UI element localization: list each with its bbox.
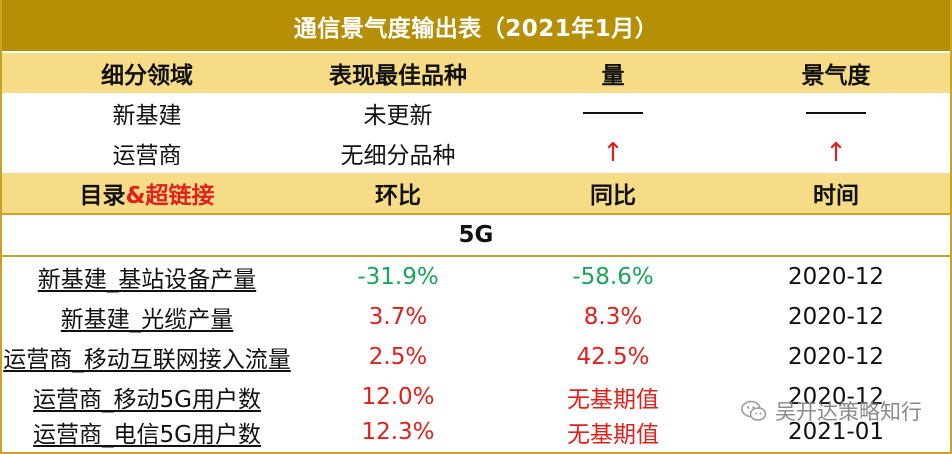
- section-row: 5G: [2, 215, 950, 255]
- wechat-icon: [741, 400, 767, 421]
- header-directory-label: 目录: [79, 183, 126, 209]
- table-row[interactable]: 运营商_移动互联网接入流量 2.5% 42.5% 2020-12: [2, 337, 950, 377]
- row-link[interactable]: 运营商_移动互联网接入流量: [3, 347, 291, 373]
- row-link[interactable]: 运营商_移动5G用户数: [33, 387, 261, 413]
- divider: [2, 452, 950, 454]
- row-time: 2021-01: [787, 419, 885, 445]
- summary-header-row: 细分领域 表现最佳品种 量 景气度: [2, 53, 950, 93]
- header-yoy: 同比: [590, 183, 636, 209]
- header-best-variety: 表现最佳品种: [329, 63, 467, 89]
- watermark-text: 吴开达策略知行: [775, 400, 922, 424]
- divider: [2, 255, 950, 257]
- summary-row: 运营商 无细分品种 ↑ ↑: [2, 133, 950, 173]
- watermark: 吴开达策略知行: [741, 396, 922, 426]
- detail-header-row: 目录 &超链接 环比 同比 时间: [2, 173, 950, 213]
- row-mom: 2.5%: [368, 344, 428, 370]
- row-mom: -31.9%: [357, 264, 439, 290]
- divider: [2, 213, 950, 215]
- row-yoy: 8.3%: [583, 304, 643, 330]
- row-link[interactable]: 运营商_电信5G用户数: [33, 422, 261, 448]
- table-row[interactable]: 运营商_电信5G用户数 12.3% 无基期值 2021-01: [2, 412, 950, 452]
- row-yoy: 无基期值: [567, 422, 659, 448]
- up-arrow-icon: ↑: [602, 138, 624, 168]
- row-link[interactable]: 新基建_光缆产量: [60, 307, 234, 333]
- row-yoy: 42.5%: [576, 344, 650, 370]
- summary-volume-dash: [504, 93, 722, 133]
- table-row[interactable]: 新基建_基站设备产量 -31.9% -58.6% 2020-12: [2, 257, 950, 297]
- header-directory: 目录 &超链接: [2, 173, 292, 213]
- row-time: 2020-12: [787, 344, 885, 370]
- table-row[interactable]: 运营商_移动5G用户数 12.0% 无基期值 2020-12: [2, 377, 950, 417]
- header-climate: 景气度: [801, 63, 871, 89]
- table-row[interactable]: 新基建_光缆产量 3.7% 8.3% 2020-12: [2, 297, 950, 337]
- header-time: 时间: [813, 183, 859, 209]
- header-volume: 量: [601, 63, 625, 89]
- section-label: 5G: [458, 222, 494, 248]
- header-hyperlink-label: &超链接: [125, 183, 215, 209]
- row-mom: 3.7%: [368, 304, 428, 330]
- summary-best: 无细分品种: [340, 143, 456, 169]
- row-time: 2020-12: [787, 384, 885, 410]
- summary-climate-dash: [722, 93, 950, 133]
- row-time: 2020-12: [787, 304, 885, 330]
- row-time: 2020-12: [787, 264, 885, 290]
- up-arrow-icon: ↑: [825, 138, 847, 168]
- table-title-bar: 通信景气度输出表（2021年1月）: [2, 0, 950, 51]
- header-mom: 环比: [375, 183, 421, 209]
- dash-mark: [806, 112, 866, 114]
- row-mom: 12.0%: [361, 384, 435, 410]
- summary-best: 未更新: [363, 103, 433, 129]
- summary-row: 新基建 未更新: [2, 93, 950, 133]
- summary-domain: 运营商: [112, 143, 182, 169]
- dash-mark: [583, 112, 643, 114]
- header-segment: 细分领域: [101, 63, 193, 89]
- table-title: 通信景气度输出表（2021年1月）: [293, 15, 659, 42]
- row-mom: 12.3%: [361, 419, 435, 445]
- row-link[interactable]: 新基建_基站设备产量: [37, 267, 257, 293]
- row-yoy: 无基期值: [567, 387, 659, 413]
- row-yoy: -58.6%: [572, 264, 654, 290]
- summary-domain: 新基建: [112, 103, 182, 129]
